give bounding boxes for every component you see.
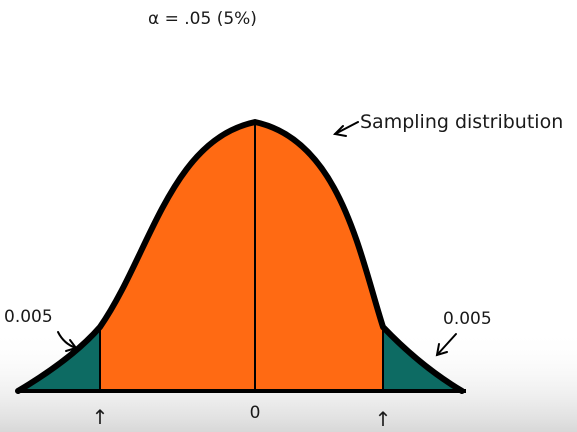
left-tail-label: 0.005	[4, 307, 53, 327]
alpha-header: α = .05 (5%)	[148, 9, 257, 29]
left-tail-arrow-icon	[57, 331, 78, 352]
left-critical-arrow-icon: ↑	[92, 405, 109, 429]
right-critical-arrow-icon: ↑	[375, 407, 392, 431]
left-tail-area	[18, 327, 100, 391]
sampling-distribution-label: Sampling distribution	[360, 111, 563, 133]
right-tail-arrow-icon	[435, 333, 457, 357]
right-tail-label: 0.005	[443, 309, 492, 329]
curve-body-area	[100, 122, 383, 391]
center-zero-label: 0	[250, 403, 261, 423]
right-tail-area	[383, 327, 462, 391]
sampling-distribution-arrow-icon	[332, 121, 359, 137]
